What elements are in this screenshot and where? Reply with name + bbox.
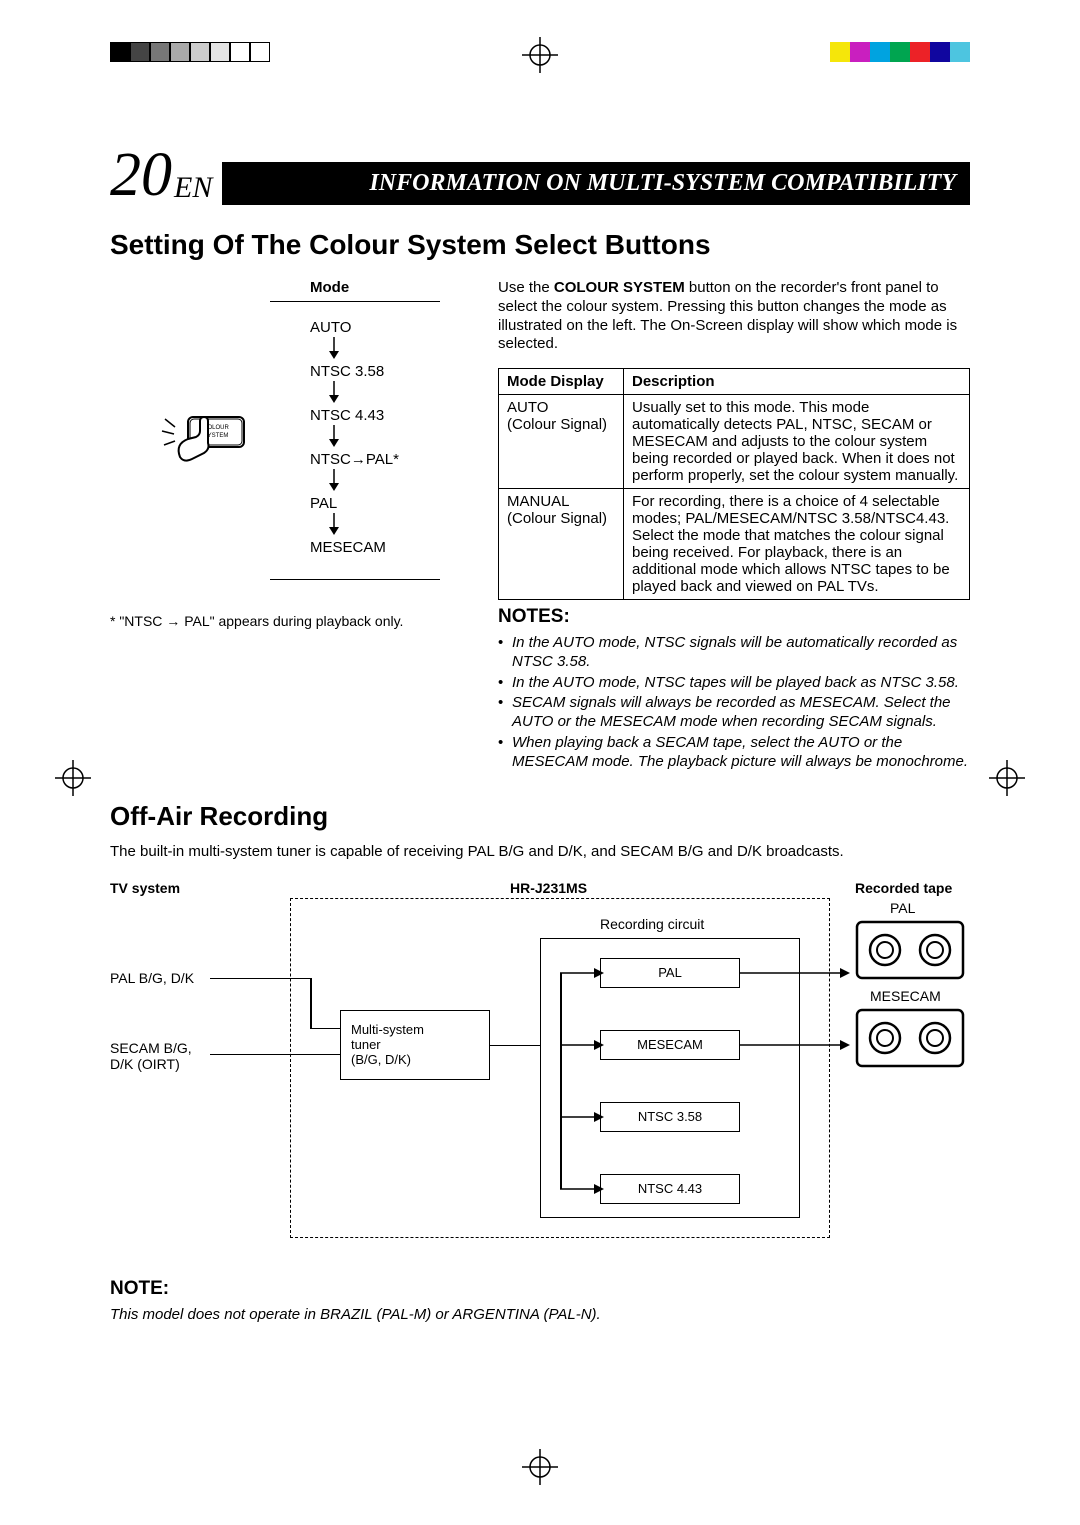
mode-arrow-icon [328, 513, 340, 535]
fd-tape-mesecam-label: MESECAM [870, 988, 941, 1004]
mode-arrow-icon [328, 337, 340, 359]
table-row: MANUAL(Colour Signal)For recording, ther… [499, 489, 970, 600]
fd-tape-pal-label: PAL [890, 900, 915, 916]
reg-center-top-icon [522, 37, 558, 73]
page-number: 20 [110, 140, 172, 211]
fd-tape-h: Recorded tape [855, 880, 952, 896]
fd-input-secam: SECAM B/G, D/K (OIRT) [110, 1040, 192, 1072]
reg-center-left-icon [55, 760, 91, 801]
registration-marks-top [0, 42, 1080, 72]
intro-paragraph: Use the COLOUR SYSTEM button on the reco… [498, 279, 970, 354]
fd-tuner-l1: Multi-system [351, 1022, 424, 1037]
list-item: When playing back a SECAM tape, select t… [498, 734, 970, 772]
section-title: INFORMATION ON MULTI-SYSTEM COMPATIBILIT… [222, 162, 970, 205]
mode-item-2: NTSC 4.43 [310, 407, 384, 424]
mode-item-0: AUTO [310, 319, 351, 336]
flow-diagram: TV system HR-J231MS Recorded tape PAL B/… [110, 880, 970, 1260]
mode-item-4: PAL [310, 495, 337, 512]
fd-out-pal: PAL [600, 958, 740, 988]
mode-table: Mode Display Description AUTO(Colour Sig… [498, 368, 970, 600]
reg-color-swatches [830, 42, 970, 62]
reg-center-bottom-icon [522, 1449, 558, 1490]
th-description: Description [624, 369, 970, 395]
table-row: AUTO(Colour Signal)Usually set to this m… [499, 395, 970, 489]
fd-tv-system-h: TV system [110, 880, 180, 896]
list-item: In the AUTO mode, NTSC tapes will be pla… [498, 674, 970, 693]
mode-arrow-icon [328, 469, 340, 491]
td-desc: Usually set to this mode. This mode auto… [624, 395, 970, 489]
list-item: SECAM signals will always be recorded as… [498, 694, 970, 732]
colour-system-button-icon: COLOUR SYSTEM [140, 409, 260, 494]
fd-hr-h: HR-J231MS [510, 880, 587, 896]
tape-icon-mesecam [855, 1008, 965, 1073]
mode-arrow-icon [328, 381, 340, 403]
page-lang: EN [174, 171, 212, 205]
page-content: 20 EN INFORMATION ON MULTI-SYSTEM COMPAT… [110, 140, 970, 1323]
td-mode: MANUAL(Colour Signal) [499, 489, 624, 600]
fd-rec-circuit: Recording circuit [600, 916, 704, 932]
mode-item-1: NTSC 3.58 [310, 363, 384, 380]
fd-input-pal: PAL B/G, D/K [110, 970, 194, 986]
page-header: 20 EN INFORMATION ON MULTI-SYSTEM COMPAT… [110, 140, 970, 211]
fd-tuner-l2: tuner [351, 1037, 381, 1052]
fd-out-ntsc358: NTSC 3.58 [600, 1102, 740, 1132]
mode-arrow-icon [328, 425, 340, 447]
tape-icon-pal [855, 920, 965, 985]
notes-heading: NOTES: [498, 606, 970, 628]
heading-colour-system: Setting Of The Colour System Select Butt… [110, 229, 970, 261]
fd-out-mesecam: MESECAM [600, 1030, 740, 1060]
fd-out-ntsc443: NTSC 4.43 [600, 1174, 740, 1204]
mode-item-3: NTSC→PAL* [310, 451, 399, 468]
notes-list: In the AUTO mode, NTSC signals will be a… [498, 634, 970, 771]
note-paragraph: This model does not operate in BRAZIL (P… [110, 1306, 970, 1323]
td-mode: AUTO(Colour Signal) [499, 395, 624, 489]
heading-offair: Off-Air Recording [110, 801, 970, 832]
mode-footnote: * "NTSC → PAL" appears during playback o… [110, 613, 470, 629]
reg-bw-swatches [110, 42, 270, 62]
note-heading: NOTE: [110, 1278, 970, 1300]
th-mode-display: Mode Display [499, 369, 624, 395]
reg-center-right-icon [989, 760, 1025, 801]
fd-tuner-box: Multi-system tuner (B/G, D/K) [340, 1010, 490, 1080]
mode-item-5: MESECAM [310, 539, 386, 556]
offair-paragraph: The built-in multi-system tuner is capab… [110, 842, 970, 862]
mode-diagram: Mode AUTO NTSC 3.58 NTSC 4.43 NTSC→PAL* PAL M… [110, 279, 470, 599]
mode-diagram-header: Mode [310, 279, 349, 296]
list-item: In the AUTO mode, NTSC signals will be a… [498, 634, 970, 672]
fd-tuner-l3: (B/G, D/K) [351, 1052, 411, 1067]
td-desc: For recording, there is a choice of 4 se… [624, 489, 970, 600]
